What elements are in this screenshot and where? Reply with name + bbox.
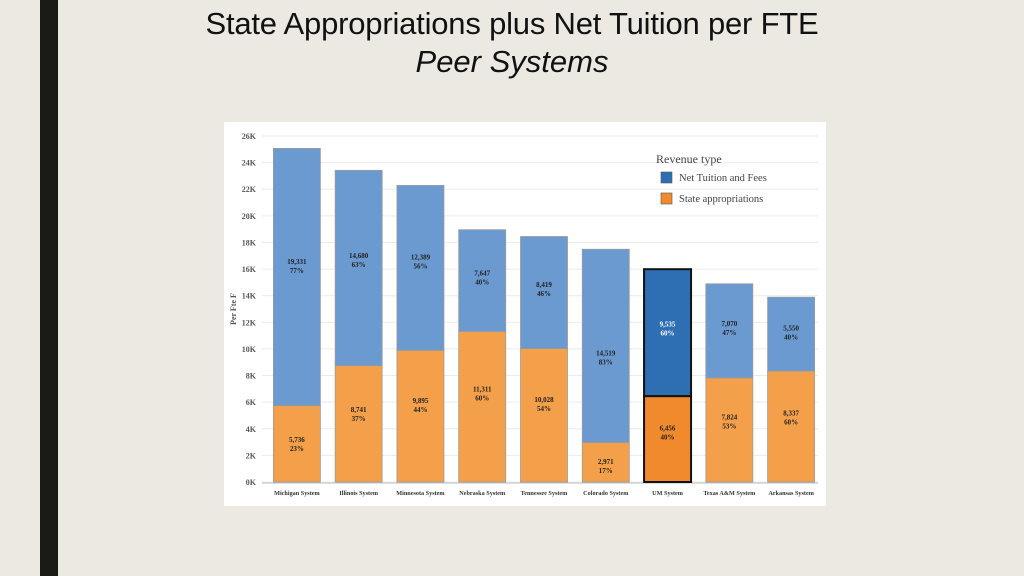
data-label-tuition-pct: 83%	[599, 359, 613, 367]
stacked-bar-chart: 0K 2K 4K 6K 8K 10K 12K 14K 16K 18K 20K 22K 24K 26K Per…	[229, 132, 818, 497]
y-tick-label: 20K	[242, 212, 257, 221]
data-label-appropriations-pct: 60%	[784, 418, 798, 426]
legend-title: Revenue type	[656, 152, 722, 166]
data-label-appropriations-value: 11,311	[473, 386, 492, 394]
slide-title: State Appropriations plus Net Tuition pe…	[0, 6, 1024, 82]
bar-state-appropriations	[581, 442, 630, 483]
y-tick-label: 18K	[242, 238, 257, 247]
data-label-appropriations-value: 8,337	[783, 409, 799, 417]
data-label-tuition-value: 5,550	[783, 324, 799, 332]
bar-net-tuition	[272, 148, 321, 407]
data-label-appropriations-value: 7,824	[721, 414, 737, 422]
data-label-appropriations-value: 2,971	[598, 458, 614, 466]
bar-net-tuition	[458, 229, 507, 332]
y-tick-label: 6K	[246, 398, 257, 407]
data-label-appropriations-pct: 44%	[413, 406, 427, 414]
y-tick-label: 16K	[242, 265, 257, 274]
x-tick-label: Colorado System	[583, 490, 629, 497]
title-line-2: Peer Systems	[415, 44, 609, 79]
data-label-tuition-value: 14,519	[596, 350, 616, 358]
bar-net-tuition	[581, 248, 630, 443]
data-label-tuition-value: 9,535	[660, 320, 676, 328]
y-tick-label: 0K	[246, 478, 257, 487]
y-tick-label: 2K	[246, 451, 257, 460]
data-label-appropriations-pct: 40%	[661, 433, 675, 441]
bars	[272, 148, 816, 483]
data-labels: 5,73623%19,33177%8,74137%14,68063%9,8954…	[287, 252, 799, 475]
y-tick-label: 12K	[242, 318, 257, 327]
data-label-appropriations-value: 9,895	[413, 397, 429, 405]
legend-swatch-tuition	[660, 171, 673, 184]
data-label-tuition-pct: 40%	[475, 279, 489, 287]
data-label-tuition-pct: 56%	[413, 263, 427, 271]
legend-swatch-appropriations	[660, 192, 673, 205]
data-label-tuition-value: 8,419	[536, 281, 552, 289]
bar-state-appropriations	[272, 405, 321, 483]
data-label-tuition-pct: 40%	[784, 333, 798, 341]
data-label-appropriations-value: 8,741	[351, 406, 367, 414]
x-tick-label: Tennessee System	[521, 490, 569, 497]
bar-state-appropriations	[705, 377, 754, 483]
y-axis-title: Per Fte F	[229, 293, 238, 325]
title-line-1: State Appropriations plus Net Tuition pe…	[205, 6, 819, 41]
data-label-tuition-value: 14,680	[349, 252, 369, 260]
y-tick-label: 26K	[242, 132, 257, 141]
y-axis: 0K 2K 4K 6K 8K 10K 12K 14K 16K 18K 20K 22K 24K 26K Per…	[229, 132, 257, 487]
x-tick-label: Texas A&M System	[703, 490, 756, 497]
x-tick-label: UM System	[652, 490, 684, 497]
data-label-appropriations-value: 6,456	[660, 424, 676, 432]
bar-net-tuition	[767, 296, 816, 372]
bar-state-appropriations	[767, 370, 816, 483]
y-tick-label: 22K	[242, 185, 257, 194]
data-label-appropriations-pct: 23%	[290, 445, 304, 453]
slide-accent-bar	[40, 0, 58, 576]
data-label-appropriations-pct: 37%	[352, 415, 366, 423]
data-label-tuition-pct: 77%	[290, 267, 304, 275]
bar-state-appropriations	[334, 365, 383, 483]
data-label-tuition-value: 7,070	[721, 320, 737, 328]
y-tick-label: 8K	[246, 372, 257, 381]
bar-net-tuition	[643, 268, 693, 398]
data-label-tuition-pct: 63%	[352, 261, 366, 269]
legend-label-tuition: Net Tuition and Fees	[679, 173, 767, 184]
x-axis-labels: Michigan System Illinois System Minnesota …	[274, 490, 815, 497]
bar-net-tuition	[396, 185, 445, 351]
bar-state-appropriations	[520, 348, 568, 483]
legend-label-appropriations: State appropriations	[679, 194, 763, 205]
data-label-tuition-value: 12,389	[411, 254, 431, 262]
data-label-tuition-pct: 46%	[537, 290, 551, 298]
y-tick-label: 10K	[242, 345, 257, 354]
data-label-appropriations-pct: 54%	[537, 405, 551, 413]
y-tick-label: 4K	[246, 425, 257, 434]
x-tick-label: Arkansas System	[768, 490, 814, 497]
x-tick-label: Illinois System	[339, 490, 379, 497]
x-tick-label: Michigan System	[274, 490, 320, 497]
data-label-tuition-pct: 47%	[722, 329, 736, 337]
y-tick-label: 14K	[242, 292, 257, 301]
data-label-appropriations-value: 10,028	[534, 396, 554, 404]
legend: Revenue type Net Tuition and Fees State ap…	[656, 152, 767, 205]
x-tick-label: Nebraska System	[459, 490, 506, 497]
data-label-tuition-pct: 60%	[661, 329, 675, 337]
y-tick-label: 24K	[242, 159, 257, 168]
bar-state-appropriations	[396, 349, 445, 483]
data-label-tuition-value: 7,647	[474, 270, 490, 278]
data-label-appropriations-pct: 17%	[599, 467, 613, 475]
bar-state-appropriations	[643, 395, 693, 483]
data-label-appropriations-pct: 60%	[475, 395, 489, 403]
data-label-appropriations-pct: 53%	[722, 423, 736, 431]
data-label-tuition-value: 19,331	[287, 258, 307, 266]
bar-net-tuition	[520, 236, 568, 349]
bar-state-appropriations	[458, 331, 507, 483]
bar-net-tuition	[705, 283, 754, 379]
data-label-appropriations-value: 5,736	[289, 436, 305, 444]
bar-net-tuition	[334, 169, 383, 367]
chart-container: 0K 2K 4K 6K 8K 10K 12K 14K 16K 18K 20K 22K 24K 26K Per…	[224, 122, 826, 506]
x-tick-label: Minnesota System	[396, 490, 445, 497]
